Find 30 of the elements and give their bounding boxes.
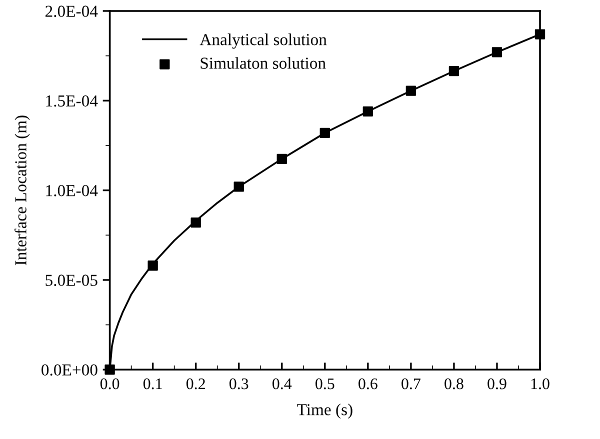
x-tick-label: 0.4 (272, 378, 292, 390)
x-tick-label: 0.7 (402, 378, 420, 390)
x-tick-label: 0.6 (358, 378, 378, 390)
x-tick-label: 1.0 (531, 378, 550, 390)
legend-label: Analytical solution (200, 34, 327, 49)
point (406, 86, 416, 96)
x-tick-label: 0.5 (316, 378, 334, 390)
y-tick-label: 1.5E-04 (46, 95, 98, 107)
y-tick-label: 5.0E-05 (46, 274, 98, 286)
point (276, 154, 287, 164)
x-tick-label: 0.0 (100, 378, 120, 390)
x-tick-label: 0.9 (488, 378, 506, 390)
legend-label: Simulaton solution (200, 57, 326, 69)
y-tick-label: 2.0E-04 (45, 6, 98, 17)
x-tick-label: 0.8 (444, 378, 464, 390)
point (534, 29, 546, 40)
y-tick-label: 0.0E+00 (42, 364, 98, 376)
point (320, 128, 330, 138)
y-tick-label: 1.0E-04 (46, 185, 98, 196)
point (148, 260, 158, 271)
point (492, 47, 502, 58)
x-tick-label: 0.2 (186, 378, 205, 390)
point (362, 106, 374, 116)
point (448, 66, 460, 76)
x-tick-label: 0.1 (143, 378, 162, 390)
y-axis-title: Interface Location (m) (14, 116, 30, 266)
point (190, 218, 201, 228)
x-tick-label: 0.3 (229, 378, 248, 390)
point (234, 182, 244, 192)
x-axis-title: Time (s) (297, 404, 352, 419)
